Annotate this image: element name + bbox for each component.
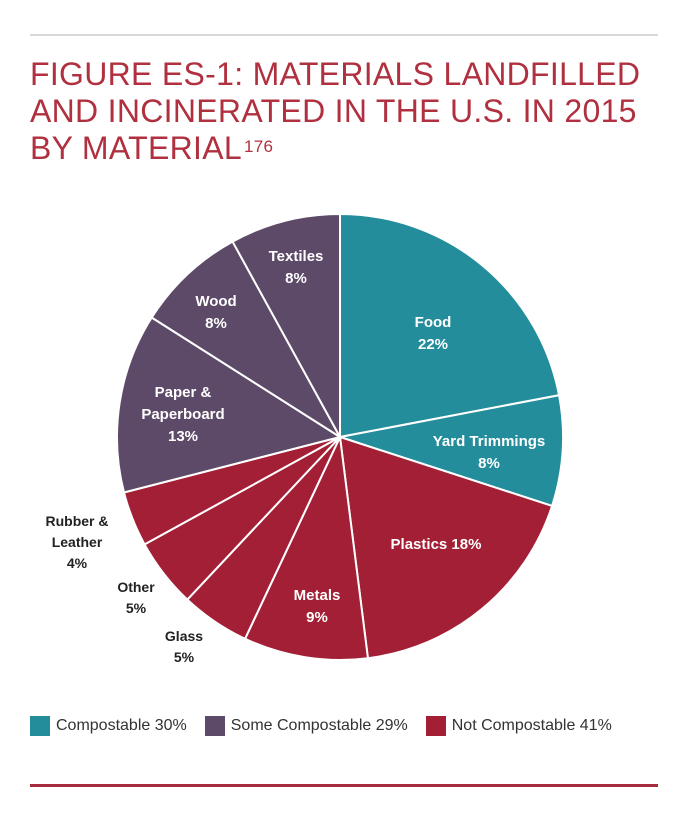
bottom-rule [30,784,658,787]
pie-label-textiles: Textiles 8% [269,248,324,287]
pie-label-metals: Metals 9% [294,587,341,626]
legend-label-not-compostable: Not Compostable 41% [451,717,612,734]
legend-item-not-compostable: Not Compostable 41% [425,716,612,736]
legend-swatch-not-compostable [425,716,446,736]
legend-label-some-compostable: Some Compostable 29% [230,717,408,734]
footnote-ref: 176 [243,137,274,156]
pie-label-glass: Glass 5% [165,628,203,665]
pie-label-food: Food 22% [415,314,452,353]
legend-swatch-some-compostable [204,716,225,736]
pie-slice-food [339,212,561,439]
pie-label-other: Other 5% [117,579,155,616]
pie-label-paper-and-paperboard: Paper & Paperboard 13% [141,384,224,445]
legend-swatch-compostable [30,716,50,736]
top-rule [30,34,658,36]
pie-label-wood: Wood 8% [195,293,236,332]
pie-label-rubber-and-leather: Rubber & Leather 4% [46,513,109,571]
pie-slice-wood [150,240,341,438]
figure-title: FIGURE ES-1: MATERIALS LANDFILLED AND IN… [30,56,660,167]
legend-item-compostable: Compostable 30% [30,716,187,736]
pie-slice-paper-and-paperboard [116,316,343,494]
legend-label-compostable: Compostable 30% [56,717,187,734]
pie-label-plastics: Plastics 18% [391,536,482,553]
pie-slice-metals [243,433,370,661]
legend: Compostable 30% Some Compostable 29% Not… [30,716,670,736]
pie-slice-plastics [338,435,554,660]
pie-slice-yard-trimmings [339,394,564,508]
pie-slice-textiles [231,212,341,438]
legend-item-some-compostable: Some Compostable 29% [204,716,408,736]
pie-label-yard-trimmings: Yard Trimmings 8% [433,433,546,472]
figure-title-text: FIGURE ES-1: MATERIALS LANDFILLED AND IN… [30,56,641,166]
